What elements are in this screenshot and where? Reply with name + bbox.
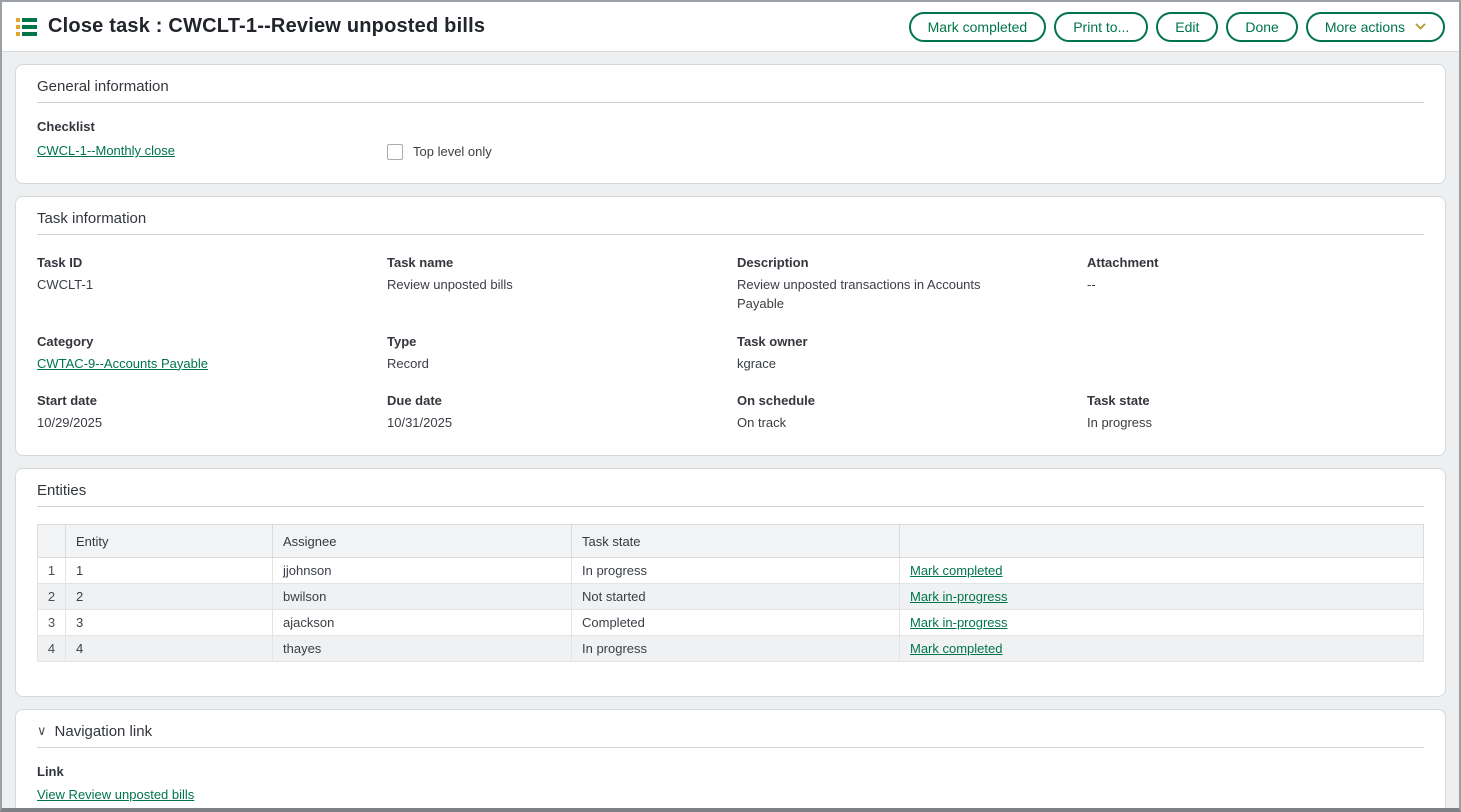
table-row: 3 3 ajackson Completed Mark in-progress: [37, 609, 1424, 637]
checklist-label: Checklist: [37, 119, 95, 134]
edit-button[interactable]: Edit: [1156, 11, 1219, 42]
general-information-panel: General information Checklist CWCL-1--Mo…: [15, 64, 1446, 184]
link-field: Link View Review unposted bills: [37, 764, 1424, 804]
row-number-header: [37, 524, 66, 559]
section-divider: [37, 506, 1424, 508]
checklist-link[interactable]: CWCL-1--Monthly close: [37, 143, 175, 158]
table-row: 1 1 jjohnson In progress Mark completed: [37, 557, 1424, 585]
field-attachment: Attachment --: [1087, 254, 1159, 292]
collapse-chevron-icon[interactable]: ∨: [37, 723, 47, 739]
assignee-cell: bwilson: [272, 583, 572, 611]
entity-cell: 4: [65, 635, 273, 663]
link-label: Link: [37, 764, 64, 780]
field-empty: [1087, 334, 1424, 374]
chevron-down-icon: [1415, 23, 1426, 30]
page-header: Close task : CWCLT-1--Review unposted bi…: [2, 2, 1459, 52]
entities-table: Entity Assignee Task state 1 1 jjohnson …: [37, 524, 1424, 663]
task-state-cell: In progress: [571, 557, 900, 585]
entity-column-header: Entity: [65, 524, 273, 559]
navigation-link-title: Navigation link: [54, 723, 153, 741]
row-number: 1: [37, 557, 66, 585]
row-action-link[interactable]: Mark completed: [910, 563, 1003, 579]
field-due-date: Due date 10/31/2025: [387, 393, 453, 431]
entity-cell: 3: [65, 609, 273, 637]
entities-title: Entities: [37, 482, 87, 500]
field-task-name: Task name Review unposted bills: [387, 254, 513, 292]
field-task-id: Task ID CWCLT-1: [37, 254, 94, 292]
section-divider: [37, 233, 1424, 235]
field-start-date: Start date 10/29/2025: [37, 393, 103, 431]
more-actions-label: More actions: [1324, 18, 1405, 35]
page-body: General information Checklist CWCL-1--Mo…: [2, 52, 1459, 808]
section-divider: [37, 102, 1424, 103]
page-title: Close task : CWCLT-1--Review unposted bi…: [48, 15, 486, 37]
row-action-link[interactable]: Mark in-progress: [910, 589, 1008, 605]
action-column-header: [899, 524, 1424, 559]
navigation-link-panel: ∨ Navigation link Link View Review unpos…: [15, 709, 1446, 808]
category-link[interactable]: CWTAC-9--Accounts Payable: [37, 355, 208, 371]
field-on-schedule: On schedule On track: [737, 393, 816, 431]
done-button[interactable]: Done: [1226, 11, 1298, 42]
assignee-cell: jjohnson: [272, 557, 572, 585]
field-description: Description Review unposted transactions…: [737, 254, 981, 311]
table-row: 2 2 bwilson Not started Mark in-progress: [37, 583, 1424, 611]
section-divider: [37, 747, 1424, 749]
task-state-column-header: Task state: [571, 524, 900, 559]
task-state-cell: Completed: [571, 609, 900, 637]
assignee-cell: ajackson: [272, 609, 572, 637]
row-number: 4: [37, 635, 66, 663]
more-actions-button[interactable]: More actions: [1305, 11, 1445, 42]
mark-completed-button[interactable]: Mark completed: [908, 11, 1047, 42]
view-task-link[interactable]: View Review unposted bills: [37, 787, 195, 803]
assignee-cell: thayes: [272, 635, 572, 663]
entities-panel: Entities Entity Assignee Task state: [15, 468, 1446, 698]
header-actions: Mark completed Print to... Edit Done Mor…: [908, 11, 1445, 42]
checklist-field: Checklist CWCL-1--Monthly close: [37, 119, 387, 161]
assignee-column-header: Assignee: [272, 524, 572, 559]
field-task-owner: Task owner kgrace: [737, 333, 808, 371]
row-action-link[interactable]: Mark in-progress: [910, 615, 1008, 631]
print-to-button[interactable]: Print to...: [1054, 11, 1149, 42]
task-information-panel: Task information Task ID CWCLT-1 Task na…: [15, 195, 1446, 457]
field-category: Category CWTAC-9--Accounts Payable: [37, 333, 208, 371]
task-information-title: Task information: [37, 209, 147, 227]
entity-cell: 2: [65, 583, 273, 611]
task-state-cell: In progress: [571, 635, 900, 663]
field-task-state: Task state In progress: [1087, 393, 1153, 431]
row-number: 3: [37, 609, 66, 637]
entity-cell: 1: [65, 557, 273, 585]
top-level-only-group: Top level only: [387, 143, 492, 161]
task-state-cell: Not started: [571, 583, 900, 611]
top-level-only-label: Top level only: [413, 144, 492, 160]
field-type: Type Record: [387, 333, 429, 371]
row-number: 2: [37, 583, 66, 611]
checklist-icon: [16, 17, 37, 36]
table-row: 4 4 thayes In progress Mark completed: [37, 635, 1424, 663]
task-information-grid: Task ID CWCLT-1 Task name Review unposte…: [37, 255, 1424, 433]
entities-header-row: Entity Assignee Task state: [37, 524, 1424, 559]
row-action-link[interactable]: Mark completed: [910, 641, 1003, 657]
top-level-only-checkbox[interactable]: [387, 143, 403, 160]
general-information-title: General information: [37, 78, 169, 95]
